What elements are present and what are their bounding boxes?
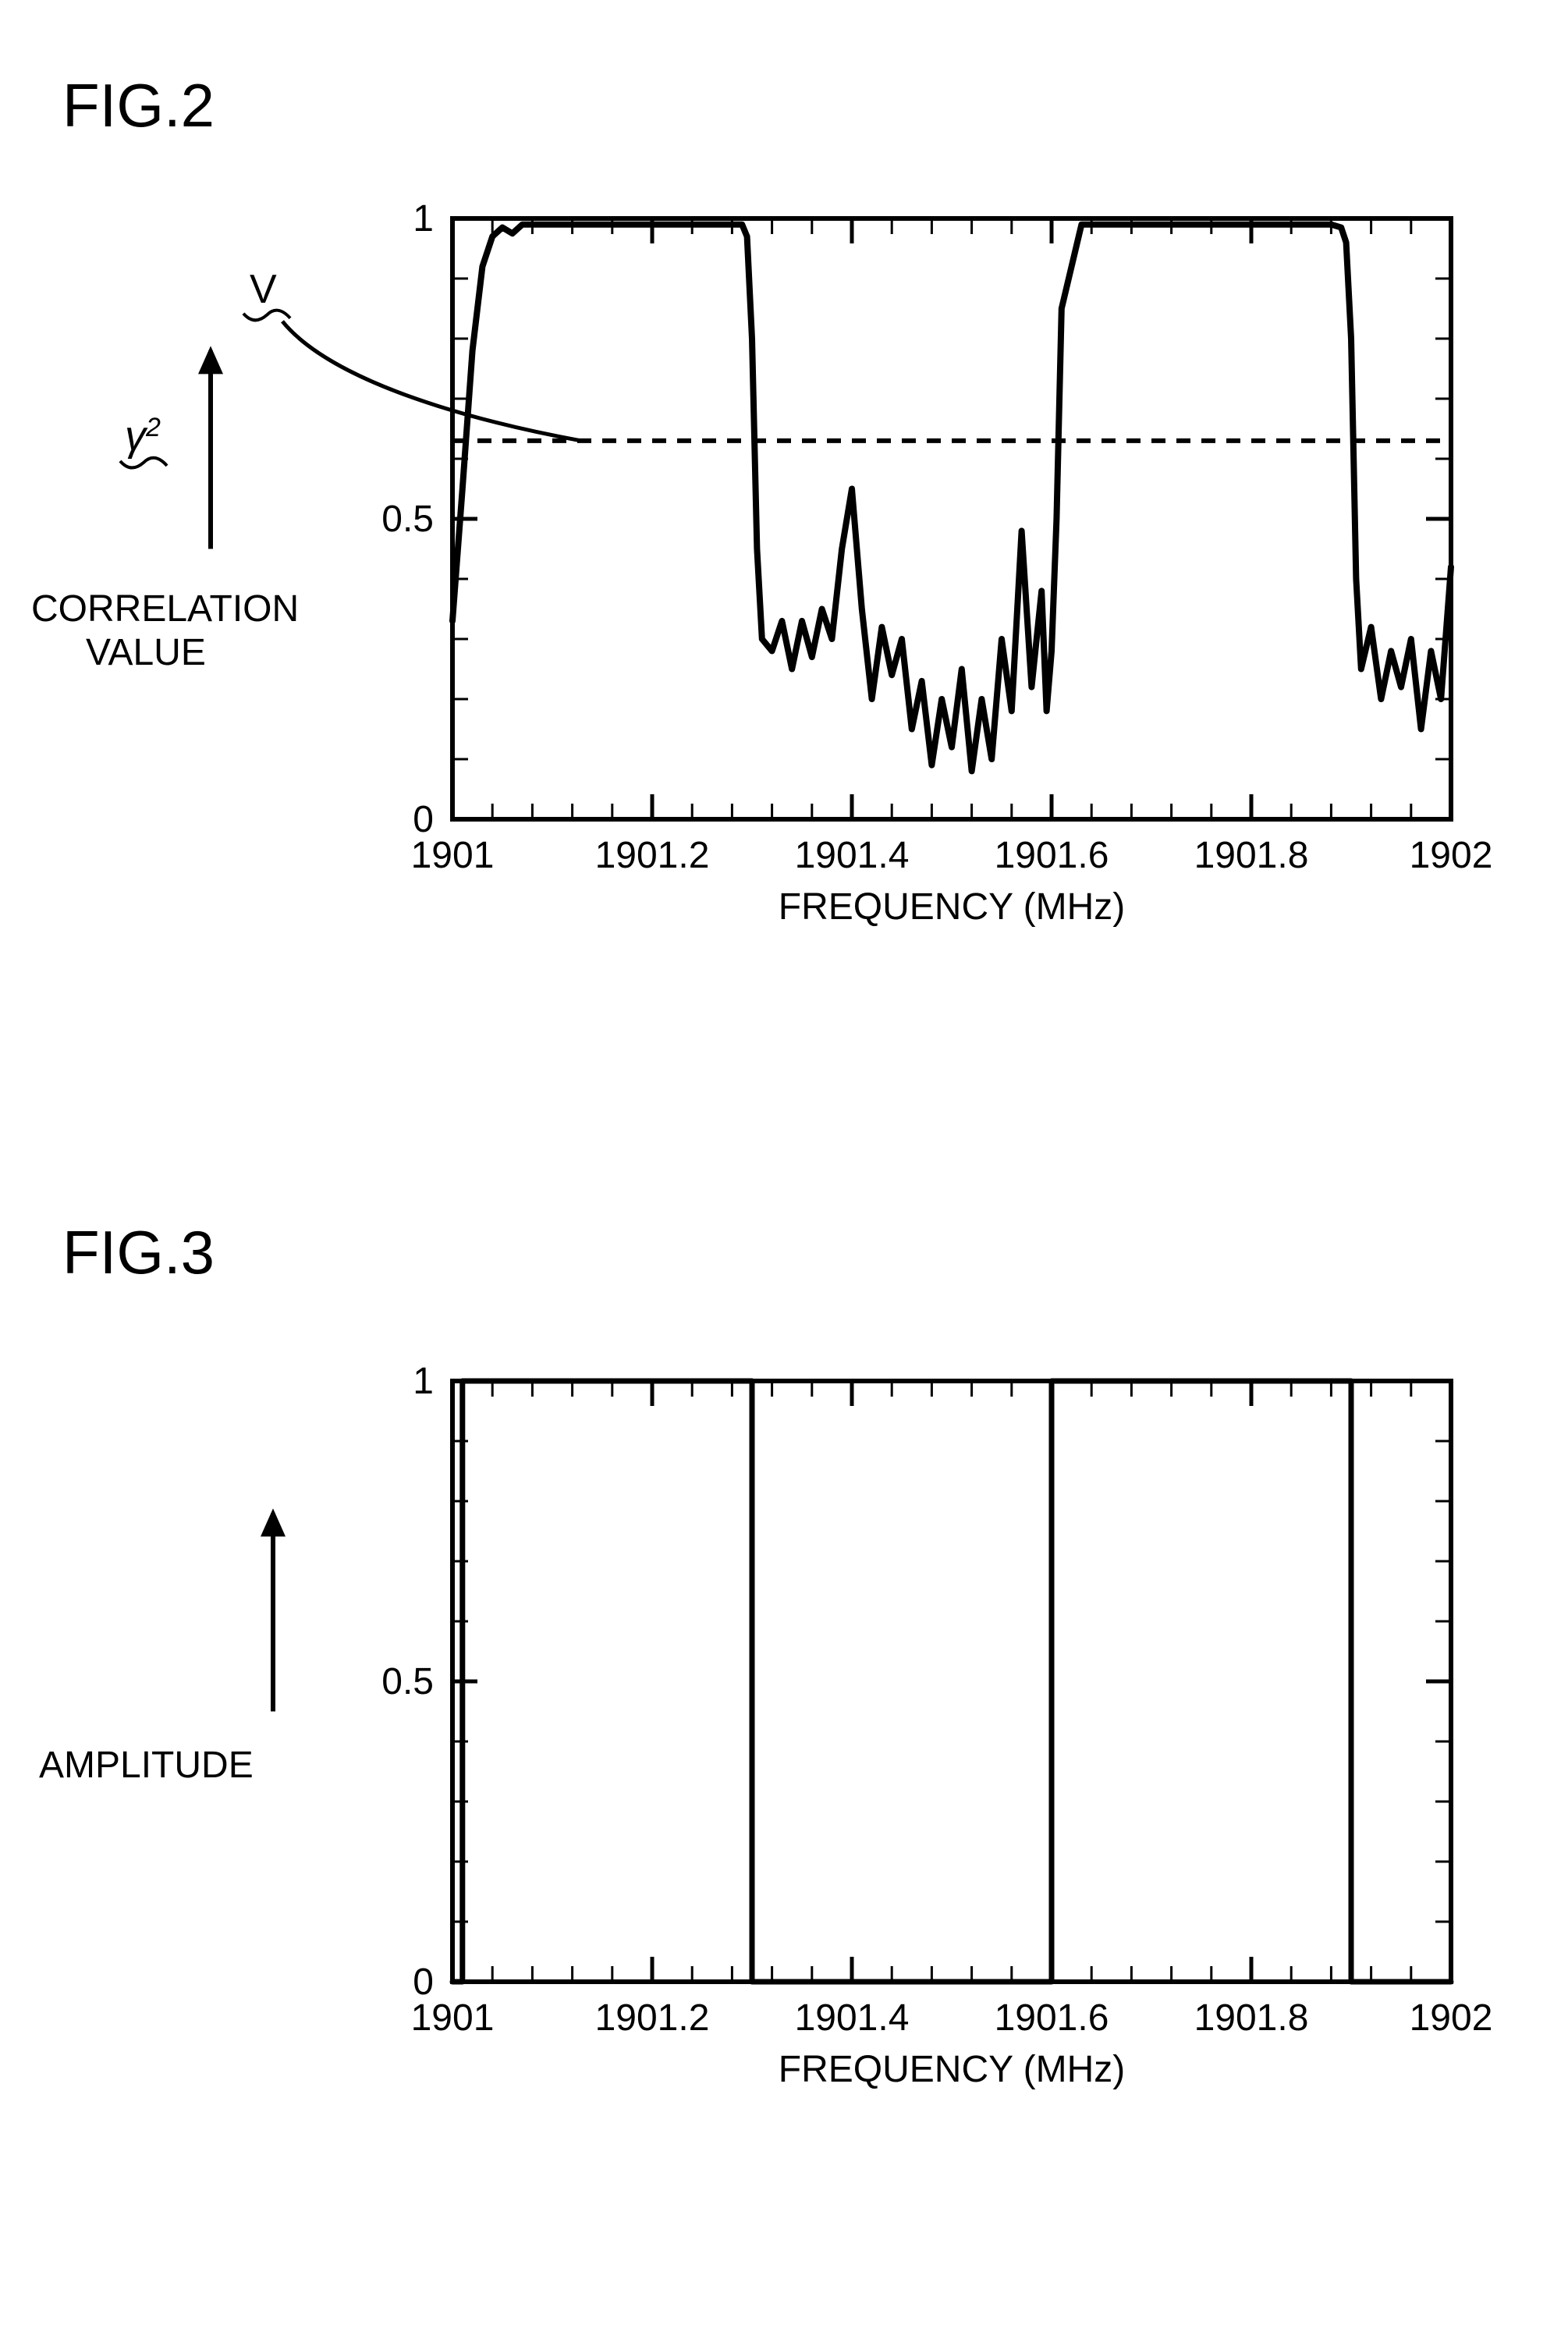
xtick-label: 1901.2 <box>595 1997 710 2039</box>
plot-frame <box>452 1381 1451 1982</box>
fig3-chart: 1901 1901.2 1901.4 1901.6 1901.8 1902 0 0.5 1 FRE… <box>0 0 1568 2343</box>
xtick-label: 1902 <box>1410 1997 1493 2039</box>
xtick-label: 1901.6 <box>995 1997 1109 2039</box>
ytick-label: 1 <box>413 1361 434 1402</box>
fig3-svg: 1901 1901.2 1901.4 1901.6 1901.8 1902 0 0.5 1 FRE… <box>0 0 1568 2339</box>
ytick-label: 0 <box>413 1961 434 2003</box>
xlabel: FREQUENCY (MHz) <box>779 2049 1125 2090</box>
xtick-label: 1901.8 <box>1194 1997 1309 2039</box>
ytick-label: 0.5 <box>381 1661 434 1702</box>
xtick-label: 1901.4 <box>795 1997 910 2039</box>
ylabel: AMPLITUDE <box>39 1745 254 1786</box>
page: FIG.2 19011901.21901.41901.61901.8190200… <box>0 0 1568 2339</box>
xtick-label: 1901 <box>411 1997 495 2039</box>
data-line <box>452 1381 1451 1982</box>
y-arrow-head <box>261 1508 286 1536</box>
